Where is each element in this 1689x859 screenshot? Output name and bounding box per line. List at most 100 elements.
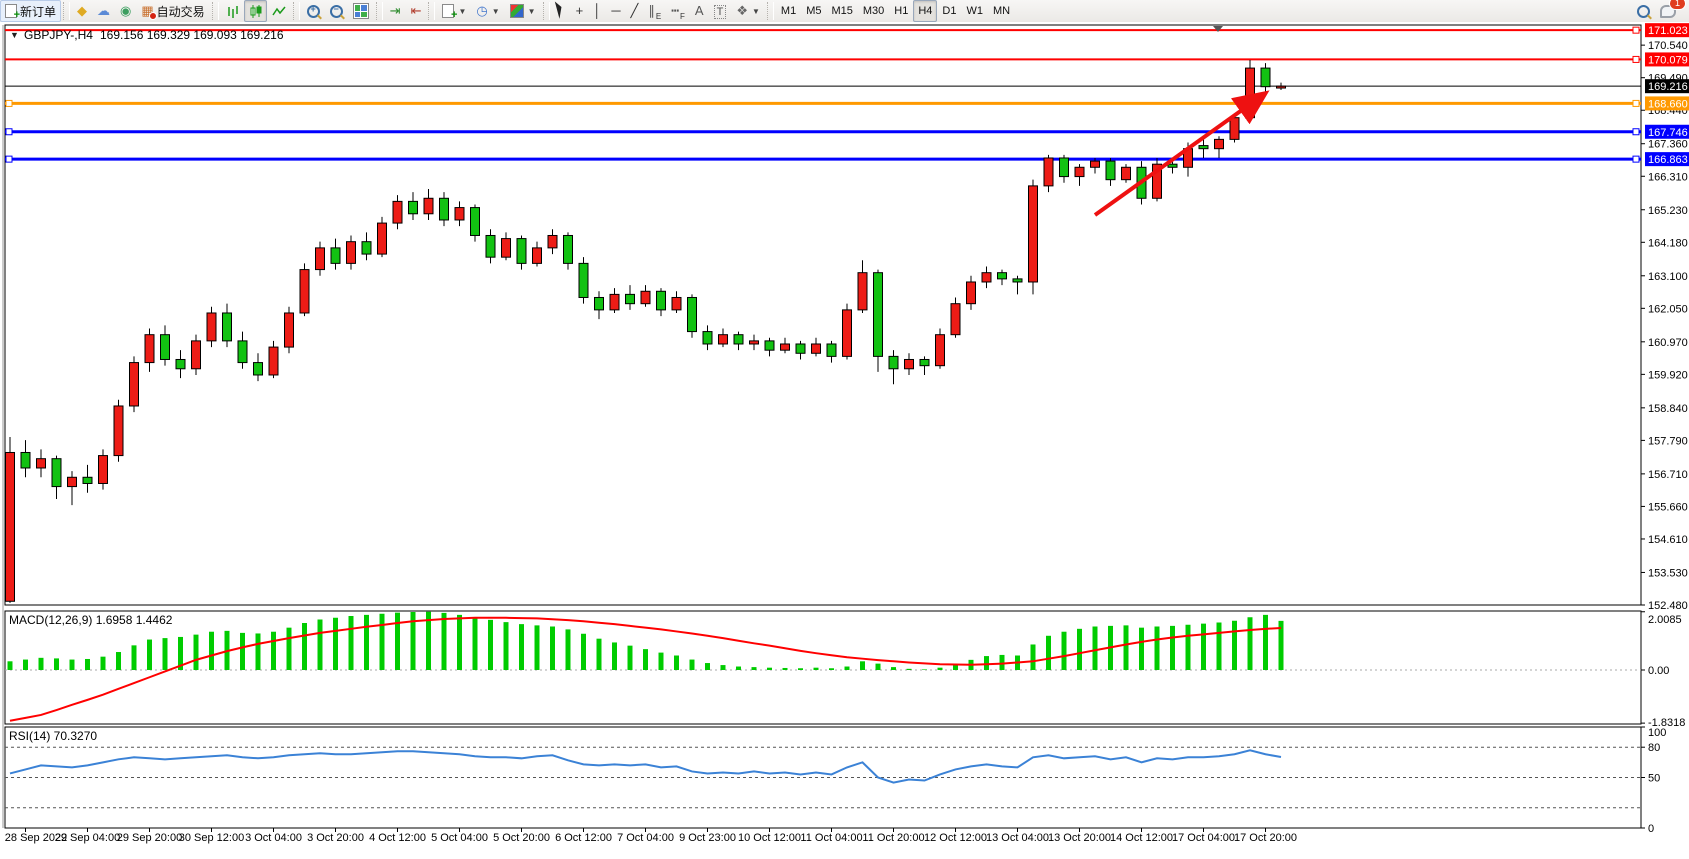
chart-title: GBPJPY-,H4 — [24, 28, 93, 42]
candle — [268, 346, 279, 376]
candle — [842, 309, 852, 357]
hline-button[interactable]: ─ — [606, 0, 625, 22]
search-button[interactable] — [1632, 0, 1655, 22]
zoom-in-button[interactable]: + — [302, 0, 325, 22]
candle — [687, 296, 697, 333]
candle — [1260, 67, 1271, 88]
candle — [1152, 163, 1162, 199]
vline-button[interactable]: │ — [588, 0, 606, 22]
rsi-line — [9, 749, 1282, 784]
candle — [315, 247, 325, 271]
price-tick-label: 165.230 — [1648, 205, 1688, 217]
chart-candles-button[interactable] — [243, 0, 267, 22]
candle — [749, 340, 759, 345]
main-chart-panel[interactable] — [4, 24, 1642, 606]
crosshair-button[interactable]: + — [571, 0, 589, 22]
timeframe-w1-button[interactable]: W1 — [966, 5, 983, 17]
price-level-badge — [1645, 152, 1689, 167]
hline-handle[interactable] — [1632, 155, 1640, 163]
timeframe-h1-button[interactable]: H1 — [894, 5, 909, 17]
candle — [51, 458, 62, 488]
arrows-button[interactable]: ❖ ▼ — [736, 3, 760, 18]
candle — [1245, 67, 1255, 119]
candle — [20, 451, 31, 469]
candle — [454, 207, 465, 221]
candle — [857, 272, 868, 311]
chart-menu-icon: ▼ — [10, 30, 19, 40]
chart-line-button[interactable] — [267, 0, 291, 22]
macd-signal-line — [9, 616, 1282, 722]
autotrading-button[interactable]: ▦ 自动交易 — [141, 3, 205, 20]
timeframe-m30-button[interactable]: M30 — [862, 5, 885, 17]
auto-scroll-button[interactable]: ⇥ — [385, 0, 406, 22]
hline-handle[interactable] — [1632, 26, 1640, 34]
new-order-button[interactable]: 新订单 — [0, 0, 62, 22]
navigator-icon: ☁ — [97, 3, 111, 18]
chart-bars-button[interactable] — [221, 0, 244, 22]
date-label: 29 Sep 04:00 — [55, 832, 120, 844]
candle — [547, 234, 558, 249]
date-label: 17 Oct 04:00 — [1172, 832, 1235, 844]
chart-shift-button[interactable]: ⇤ — [406, 0, 427, 22]
hline-handle[interactable] — [1632, 55, 1640, 63]
timeframe-m1-button[interactable]: M1 — [780, 5, 797, 17]
candle — [609, 293, 620, 311]
candle — [160, 334, 170, 360]
candle — [904, 358, 914, 370]
navigator-button[interactable]: ☁ — [92, 0, 115, 22]
vline-icon: │ — [593, 3, 602, 18]
date-label: 13 Oct 04:00 — [986, 832, 1049, 844]
autotrading-icon: ▦ — [141, 4, 157, 20]
new-chart-button[interactable]: ▼ — [437, 0, 471, 22]
candle — [191, 340, 201, 370]
candle — [237, 340, 248, 364]
timeframe-m5-button[interactable]: M5 — [806, 5, 822, 17]
candle — [1105, 160, 1116, 181]
chart-canvas[interactable]: ▼ GBPJPY-,H4 169.156 169.329 169.093 169.2… — [0, 22, 1689, 859]
candle — [640, 290, 651, 305]
price-tick-label: 157.790 — [1648, 435, 1688, 447]
channel-button[interactable]: ∥ E — [648, 3, 662, 21]
market-watch-button[interactable]: ◆ — [72, 0, 92, 22]
trendline-button[interactable]: ╱ — [626, 0, 644, 22]
notifications-button[interactable]: 1 — [1655, 0, 1686, 22]
date-label: 30 Sep 12:00 — [179, 832, 244, 844]
candle — [129, 362, 139, 407]
label-button[interactable]: T — [709, 0, 732, 22]
candle — [330, 247, 341, 264]
price-tick-label: 154.610 — [1648, 534, 1688, 546]
fibo-icon: ┅ — [671, 3, 680, 18]
profiles-button[interactable]: ◷ ▼ — [476, 3, 500, 18]
date-label: 9 Oct 23:00 — [679, 832, 736, 844]
timeframe-mn-button[interactable]: MN — [992, 5, 1011, 17]
timeframe-m15-button[interactable]: M15 — [831, 5, 853, 17]
cursor-button[interactable] — [552, 0, 571, 22]
timeframe-h4-button[interactable]: H4 — [913, 0, 938, 22]
candle — [764, 340, 775, 351]
fibo-button[interactable]: ┅ F — [671, 3, 685, 21]
signals-button[interactable]: ◉ — [115, 0, 136, 22]
hline-handle[interactable] — [5, 155, 13, 163]
timeframe-d1-button[interactable]: D1 — [942, 5, 957, 17]
candle — [919, 358, 930, 367]
hline-handle[interactable] — [1632, 99, 1640, 107]
candle — [1214, 138, 1224, 150]
hline-handle[interactable] — [5, 99, 13, 107]
macd-panel[interactable] — [4, 610, 1642, 725]
date-label: 11 Oct 04:00 — [800, 832, 862, 844]
candle — [795, 343, 806, 354]
trend-arrow-annotation[interactable] — [1093, 90, 1270, 217]
date-label: 11 Oct 20:00 — [862, 832, 924, 844]
indicators-button[interactable]: ▼ — [505, 0, 541, 22]
zoom-out-button[interactable]: − — [325, 0, 348, 22]
date-label: 4 Oct 12:00 — [369, 832, 426, 844]
price-tick-label: 160.970 — [1648, 337, 1688, 349]
hline-handle[interactable] — [1632, 128, 1640, 136]
tile-windows-button[interactable] — [348, 0, 374, 22]
hline-handle[interactable] — [5, 128, 13, 136]
date-label: 5 Oct 20:00 — [493, 832, 550, 844]
text-button[interactable]: A — [690, 0, 709, 22]
chart-shift-marker[interactable] — [1213, 26, 1223, 32]
toolbar: 新订单◆☁◉▦自动交易+−⇥⇤▼◷▼▼+│─╱∥E┅FAT❖▼M1M5M15M3… — [0, 0, 1689, 23]
